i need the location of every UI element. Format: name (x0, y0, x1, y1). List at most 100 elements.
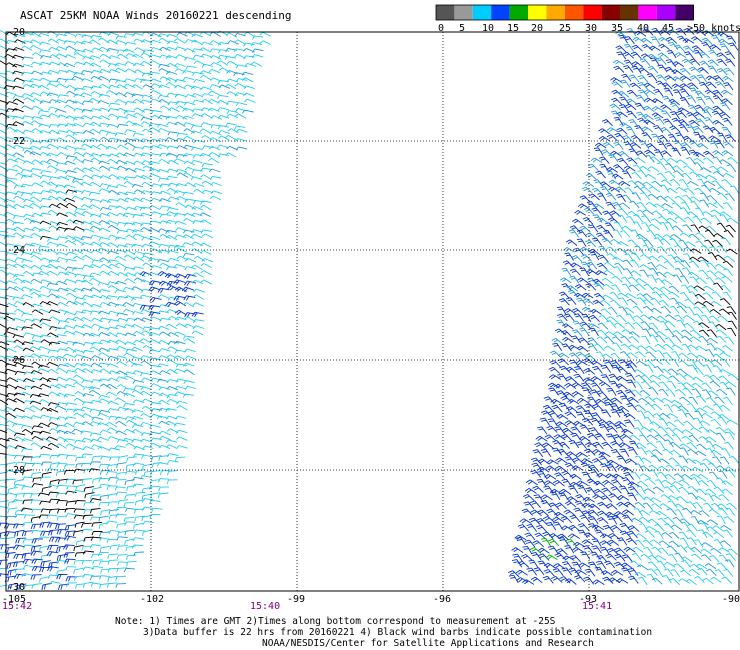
wind-barb (600, 570, 613, 577)
wind-barb (89, 287, 101, 293)
wind-barb (725, 193, 735, 202)
wind-barb (14, 469, 26, 476)
wind-barb (166, 207, 179, 212)
wind-barb (64, 287, 76, 293)
wind-barb (235, 146, 248, 151)
wind-barb (116, 462, 127, 468)
wind-barb (175, 101, 187, 106)
wind-barb (722, 260, 734, 268)
wind-barb (682, 429, 694, 435)
wind-barb (123, 501, 135, 508)
wind-barb (200, 242, 212, 248)
wind-barb (175, 105, 188, 111)
wind-barb (579, 327, 590, 336)
wind-barb (618, 151, 630, 158)
wind-barb (226, 100, 238, 106)
wind-barb (98, 122, 110, 127)
wind-barb (588, 224, 599, 233)
wind-barb (218, 130, 230, 135)
wind-barb (175, 54, 188, 59)
wind-barb (548, 502, 560, 510)
wind-barb (149, 370, 162, 376)
wind-barb (547, 538, 560, 547)
wind-barb (72, 100, 84, 106)
wind-barb (115, 79, 127, 84)
wind-barb (30, 254, 42, 261)
wind-barb (139, 304, 152, 311)
wind-barb (31, 483, 44, 488)
wind-barb (561, 283, 572, 291)
wind-barb (141, 454, 153, 459)
wind-barb (601, 237, 613, 246)
wind-barb (605, 503, 618, 510)
wind-barb (148, 173, 161, 178)
wind-barb (619, 448, 630, 457)
wind-barb (12, 334, 25, 339)
wind-barb (668, 375, 680, 383)
wind-barb (159, 220, 172, 225)
wind-barb (65, 134, 77, 140)
wind-barb (22, 56, 34, 61)
wind-barb (64, 535, 76, 541)
wind-barb (82, 401, 94, 406)
wind-barb (701, 314, 711, 323)
wind-barb (191, 39, 203, 46)
wind-barb (158, 280, 172, 286)
wind-barb (224, 84, 237, 90)
wind-barb (721, 480, 733, 487)
wind-barb (688, 149, 700, 158)
wind-barb (22, 493, 34, 498)
wind-barb (107, 408, 119, 413)
wind-barb (182, 115, 194, 120)
wind-barb (21, 312, 33, 317)
wind-barb (559, 365, 571, 374)
wind-barb (74, 297, 86, 302)
wind-barb (159, 469, 171, 476)
wind-barb (691, 382, 703, 390)
wind-barb (667, 157, 679, 164)
wind-barb (159, 233, 171, 239)
wind-barb (690, 224, 700, 233)
wind-barb (47, 69, 59, 74)
wind-barb (29, 203, 41, 209)
wind-barb (529, 546, 542, 554)
wind-barb (5, 62, 18, 68)
wind-barb (623, 471, 634, 480)
wind-barb (173, 263, 186, 268)
wind-barb (657, 255, 669, 262)
legend-swatch (546, 5, 565, 20)
wind-barb (235, 128, 248, 133)
wind-barb (131, 415, 144, 420)
wind-barb (202, 145, 214, 150)
wind-barb (655, 440, 666, 450)
wind-barb (22, 564, 35, 569)
wind-barb (707, 519, 719, 526)
wind-barb (592, 237, 602, 246)
wind-barb (141, 487, 153, 493)
wind-barb (588, 503, 601, 510)
wind-barb (133, 385, 146, 390)
wind-barb (72, 236, 84, 241)
wind-barb (226, 91, 239, 97)
wind-barb (0, 409, 10, 413)
wind-barb (653, 237, 664, 246)
wind-barb (6, 101, 19, 105)
wind-barb (537, 470, 548, 480)
wind-barb (148, 122, 160, 128)
wind-barb (544, 474, 557, 480)
wind-barb (635, 533, 647, 540)
wind-barb (650, 539, 662, 546)
wind-barb (694, 293, 706, 301)
wind-barb (626, 530, 638, 539)
wind-barb (174, 121, 186, 127)
wind-barb (193, 200, 205, 205)
wind-barb (588, 561, 599, 570)
wind-barb (646, 73, 658, 82)
wind-barb (558, 536, 569, 546)
wind-barb (46, 152, 59, 157)
wind-barb (616, 127, 628, 135)
wind-barb (89, 220, 101, 226)
wind-barb (74, 33, 87, 38)
wind-barb (141, 330, 153, 336)
wind-barb (692, 501, 703, 510)
